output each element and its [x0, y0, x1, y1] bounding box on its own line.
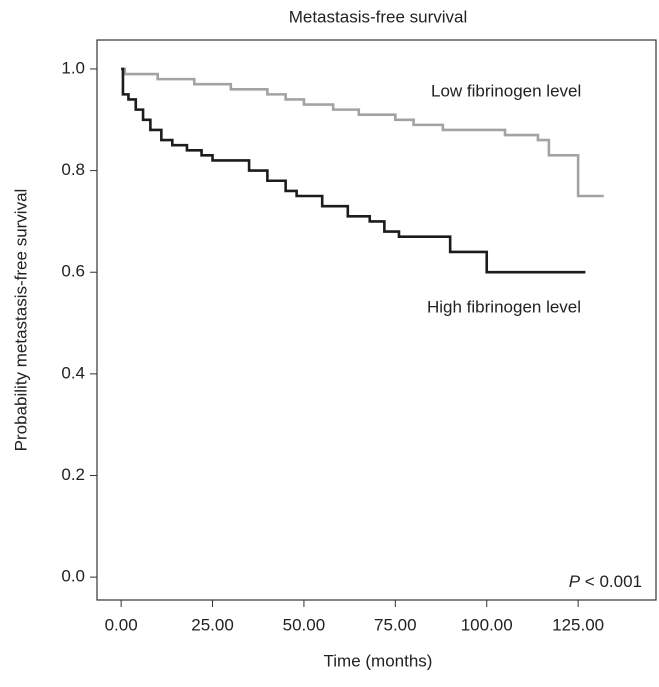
x-tick-label: 75.00 — [374, 615, 417, 634]
p-threshold: < 0.001 — [585, 572, 642, 591]
plot-frame — [96, 39, 657, 601]
x-tick-label: 100.00 — [461, 615, 513, 634]
p-symbol: P — [569, 572, 581, 591]
p-value: P < 0.001 — [569, 572, 642, 591]
x-tick-label: 125.00 — [552, 615, 604, 634]
y-tick-label: 0.2 — [61, 465, 85, 484]
survival-curve — [121, 67, 604, 198]
y-tick-label: 0.4 — [61, 363, 85, 382]
y-tick-label: 0.0 — [61, 567, 85, 586]
y-axis-label: Probability metastasis-free survival — [11, 189, 30, 452]
chart-title: Metastasis-free survival — [289, 7, 468, 26]
y-tick-label: 1.0 — [61, 58, 85, 77]
y-tick-label: 0.8 — [61, 160, 85, 179]
x-tick-label: 50.00 — [283, 615, 326, 634]
x-axis-label: Time (months) — [324, 651, 433, 670]
x-tick-label: 0.00 — [105, 615, 138, 634]
series-label: High fibrinogen level — [427, 297, 581, 316]
series-label: Low fibrinogen level — [431, 81, 581, 100]
y-tick-label: 0.6 — [61, 262, 85, 281]
survival-curve — [121, 67, 586, 274]
x-tick-label: 25.00 — [191, 615, 234, 634]
